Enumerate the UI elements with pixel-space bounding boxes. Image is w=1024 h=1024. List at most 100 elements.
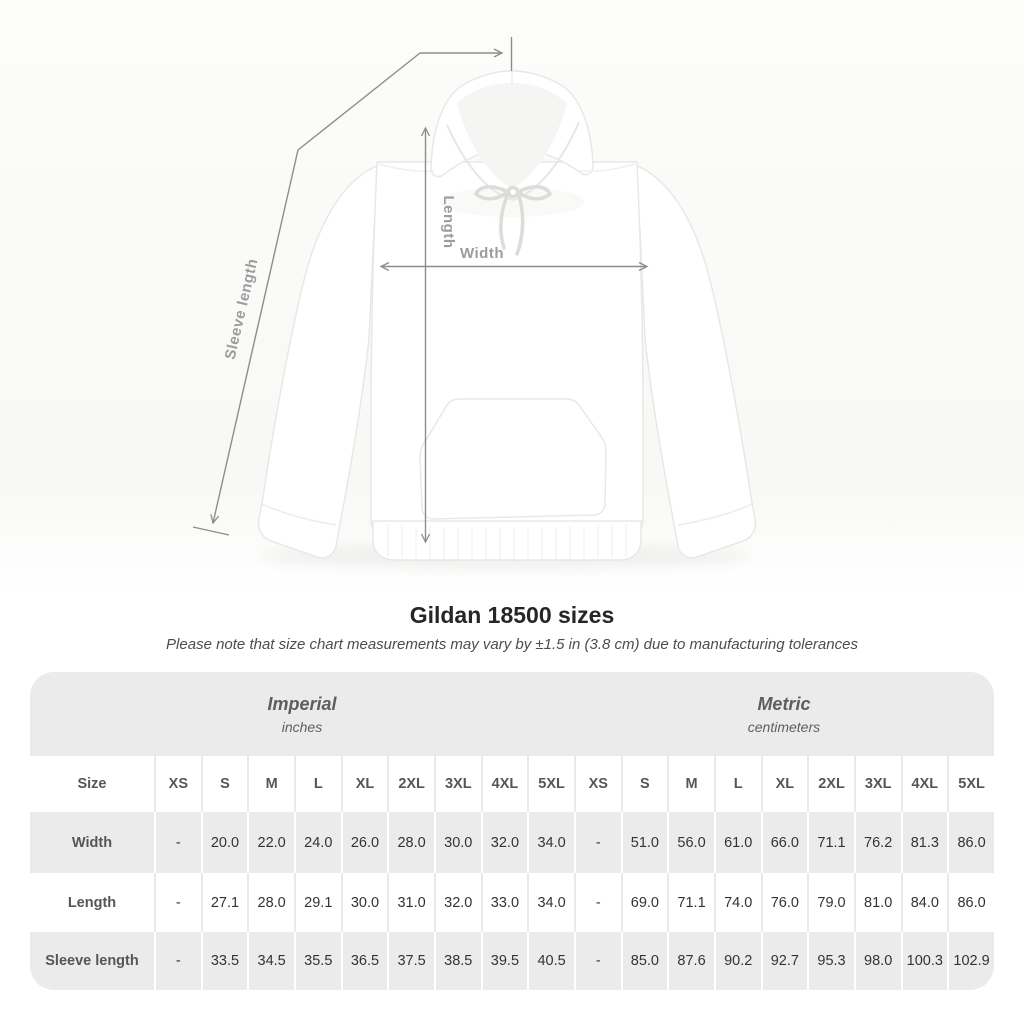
size-value-cell: 100.3 [900, 932, 948, 990]
size-header-cell: 5XL [527, 756, 574, 812]
size-value-cell: 20.0 [200, 812, 248, 873]
size-value-cell: 33.0 [480, 873, 528, 932]
size-header-cell: M [667, 756, 714, 812]
product-photo: Width Length Sleeve length [0, 0, 1024, 592]
page-title: Gildan 18500 sizes [409, 602, 615, 628]
size-header-cell: S [620, 756, 668, 812]
metric-group-label: Metric [757, 693, 811, 714]
size-value-cell: 76.0 [760, 873, 808, 932]
hem-ribbing [387, 524, 627, 559]
size-value-cell: 30.0 [340, 873, 388, 932]
size-value-cell: - [154, 873, 201, 932]
size-table: Imperial inches Metric centimeters Size … [30, 672, 994, 990]
size-value-cell: 85.0 [620, 932, 668, 990]
imperial-group-header: Imperial inches [30, 672, 574, 756]
size-header-cell: 3XL [853, 756, 901, 812]
size-header-cell: 4XL [480, 756, 528, 812]
size-value-cell: - [154, 812, 201, 873]
right-cuff-seam [677, 503, 753, 526]
size-header-cell: XL [760, 756, 808, 812]
drawstring-left [499, 194, 509, 250]
imperial-group-units: inches [281, 718, 323, 735]
drawstring-right [515, 194, 525, 256]
size-value-cell: 92.7 [760, 932, 808, 990]
row-label-cell: Width [30, 812, 154, 873]
size-value-cell: 28.0 [387, 812, 434, 873]
metric-group-units: centimeters [747, 718, 821, 735]
size-value-cell: 30.0 [433, 812, 481, 873]
size-value-cell: 24.0 [293, 812, 341, 873]
bow-left-loop [473, 185, 508, 201]
table-row-sleeve-length: Sleeve length - 33.5 34.5 35.5 36.5 37.5… [30, 932, 994, 990]
metric-group-header: Metric centimeters [573, 672, 994, 756]
size-value-cell: 39.5 [480, 932, 528, 990]
size-value-cell: 90.2 [713, 932, 761, 990]
size-value-cell: 74.0 [713, 873, 761, 932]
length-label: Length [440, 196, 457, 249]
size-value-cell: 34.0 [527, 812, 574, 873]
width-label: Width [460, 245, 504, 262]
size-header-cell: 2XL [807, 756, 854, 812]
size-value-cell: 40.5 [527, 932, 574, 990]
size-value-cell: 33.5 [200, 932, 248, 990]
hood-neckline [446, 121, 580, 202]
size-header-cell: XS [573, 756, 621, 812]
size-header-cell: 5XL [947, 756, 994, 812]
size-value-cell: 36.5 [340, 932, 388, 990]
size-value-cell: - [154, 932, 201, 990]
bow-knot [506, 185, 520, 199]
size-header-cell: M [247, 756, 294, 812]
size-value-cell: 81.0 [853, 873, 901, 932]
size-value-cell: 51.0 [620, 812, 668, 873]
size-header-cell: 4XL [900, 756, 948, 812]
size-value-cell: - [573, 932, 621, 990]
size-value-cell: 84.0 [900, 873, 948, 932]
measurement-annotations [192, 37, 649, 544]
size-column-header: Size [30, 756, 154, 812]
size-value-cell: 32.0 [480, 812, 528, 873]
size-value-cell: 29.1 [293, 873, 341, 932]
size-header-cell: XS [154, 756, 201, 812]
hood-interior [457, 83, 567, 188]
hem-band [372, 520, 642, 561]
left-sleeve [257, 162, 383, 559]
size-value-cell: 86.0 [947, 812, 994, 873]
size-value-cell: 95.3 [807, 932, 854, 990]
size-header-cell: L [293, 756, 341, 812]
size-value-cell: 37.5 [387, 932, 434, 990]
size-value-cell: - [573, 812, 621, 873]
size-value-cell: 81.3 [900, 812, 948, 873]
size-value-cell: 86.0 [947, 873, 994, 932]
size-table-card: Imperial inches Metric centimeters Size … [30, 672, 994, 990]
bow-right-loop [518, 185, 553, 201]
tolerance-note: Please note that size chart measurements… [166, 636, 858, 653]
size-value-cell: - [573, 873, 621, 932]
table-row-length: Length - 27.1 28.0 29.1 30.0 31.0 32.0 3… [30, 873, 994, 932]
sleeve-end-tick-bottom [192, 526, 230, 536]
unit-group-header-row: Imperial inches Metric centimeters [30, 672, 994, 756]
sleeve-length-line-diagonal [210, 52, 421, 525]
row-label-cell: Sleeve length [30, 932, 154, 990]
size-value-cell: 26.0 [340, 812, 388, 873]
kangaroo-pocket [419, 398, 607, 520]
row-label-cell: Length [30, 873, 154, 932]
size-header-cell: 2XL [387, 756, 434, 812]
size-value-cell: 71.1 [667, 873, 714, 932]
right-sleeve [631, 162, 757, 559]
size-value-cell: 87.6 [667, 932, 714, 990]
size-value-cell: 66.0 [760, 812, 808, 873]
hoodie-measurement-diagram: Width Length Sleeve length [0, 0, 1024, 592]
size-value-cell: 28.0 [247, 873, 294, 932]
size-header-cell: XL [340, 756, 388, 812]
size-header-cell: 3XL [433, 756, 481, 812]
size-header-cell: S [200, 756, 248, 812]
size-header-cell: L [713, 756, 761, 812]
size-value-cell: 98.0 [853, 932, 901, 990]
size-value-cell: 61.0 [713, 812, 761, 873]
size-value-cell: 34.5 [247, 932, 294, 990]
size-value-cell: 34.0 [527, 873, 574, 932]
size-value-cell: 79.0 [807, 873, 854, 932]
size-value-cell: 27.1 [200, 873, 248, 932]
drawstrings [473, 185, 553, 256]
size-value-cell: 76.2 [853, 812, 901, 873]
